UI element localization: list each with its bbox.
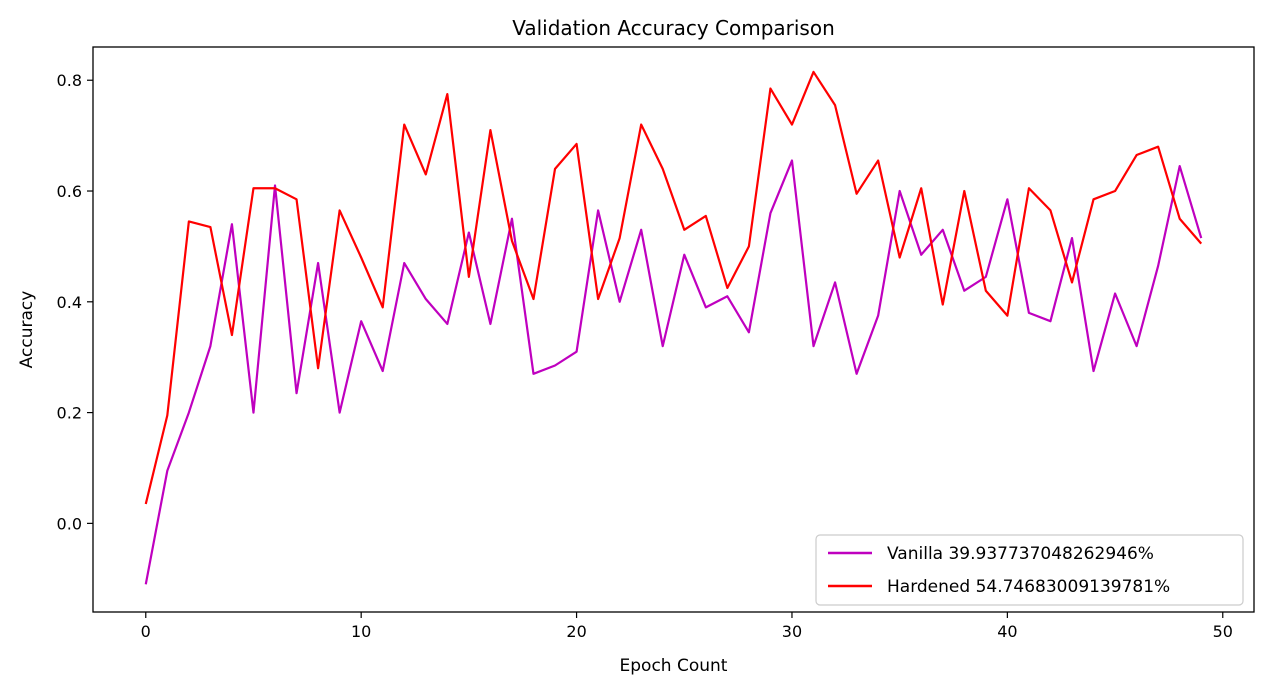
x-axis: 0 10 20 30 40 50: [141, 612, 1233, 641]
series-line-vanilla: [144, 159, 1203, 585]
y-tick-label: 0.6: [57, 182, 82, 201]
plot-area: [144, 70, 1203, 585]
x-tick-label: 20: [566, 622, 586, 641]
x-tick-label: 50: [1213, 622, 1233, 641]
x-tick-label: 40: [997, 622, 1017, 641]
legend-box: [815, 534, 1244, 606]
y-axis: 0.0 0.2 0.4 0.6 0.8: [57, 71, 93, 533]
legend-label: Hardened 54.74683009139781%: [887, 577, 1170, 597]
y-tick-label: 0.0: [57, 514, 82, 533]
x-tick-label: 30: [782, 622, 802, 641]
y-axis-label: Accuracy: [17, 291, 37, 369]
x-tick-label: 10: [351, 622, 371, 641]
series-line-hardened: [144, 70, 1203, 505]
x-tick-label: 0: [141, 622, 151, 641]
y-tick-label: 0.4: [57, 293, 82, 312]
plot-frame: [92, 46, 1255, 613]
y-tick-label: 0.2: [57, 404, 82, 423]
legend: Vanilla 39.937737048262946% Hardened 54.7…: [815, 534, 1244, 606]
x-axis-label: Epoch Count: [620, 656, 728, 676]
chart-title: Validation Accuracy Comparison: [512, 16, 835, 40]
y-tick-label: 0.8: [57, 71, 82, 90]
legend-label: Vanilla 39.937737048262946%: [887, 544, 1154, 564]
